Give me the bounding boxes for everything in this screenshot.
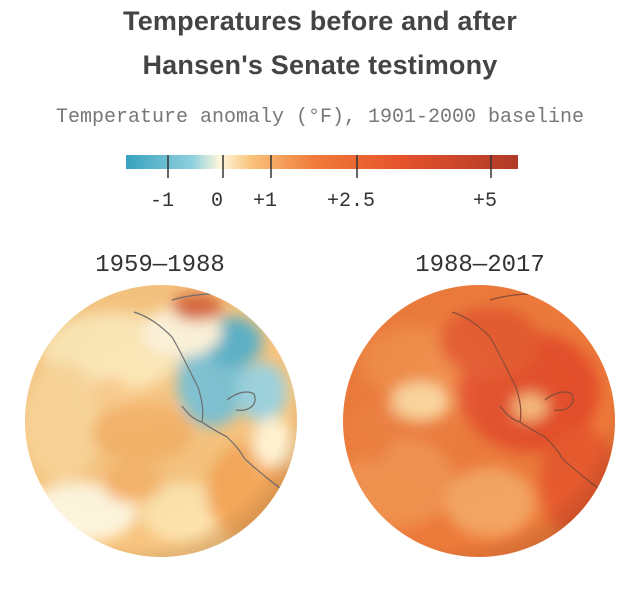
legend-subtitle: Temperature anomaly (°F), 1901-2000 base… xyxy=(55,106,585,129)
scale-tick-label: +5 xyxy=(473,190,497,213)
map-title-1959-1988: 1959—1988 xyxy=(95,252,225,279)
map-title-1988-2017: 1988—2017 xyxy=(415,252,545,279)
scale-tick-label: +1 xyxy=(253,190,277,213)
color-scale-bar xyxy=(126,155,518,169)
chart-title-line2: Hansen's Senate testimony xyxy=(142,50,498,80)
color-scale-legend: -1 0 +1 +2.5 +5 xyxy=(126,155,518,213)
globe-map-1988-2017 xyxy=(343,285,615,557)
scale-tick-label: -1 xyxy=(150,190,174,213)
chart-title-line1: Temperatures before and after xyxy=(123,6,517,36)
scale-tick-label: +2.5 xyxy=(327,190,375,213)
globe-map-1959-1988 xyxy=(25,285,297,557)
scale-tick-label: 0 xyxy=(211,190,223,213)
